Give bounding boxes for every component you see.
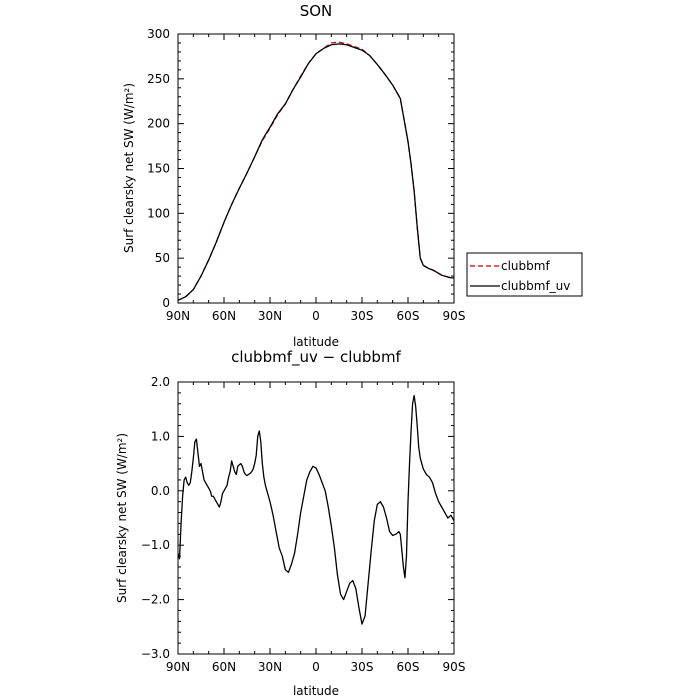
top-x-tick-label: 60S (397, 309, 420, 323)
top-y-axis-label: Surf clearsky net SW (W/m²) (122, 83, 136, 253)
bottom-plot-frame (177, 381, 455, 655)
legend-label-clubbmf: clubbmf (501, 259, 550, 273)
bottom-series-line-clubbmf-uv-clubbmf (177, 394, 455, 625)
top-x-tick-label: 90N (166, 309, 190, 323)
top-y-tick-label: 100 (147, 206, 170, 220)
top-series-line-clubbmf (177, 41, 454, 301)
bottom-y-tick-label: 2.0 (151, 375, 170, 389)
bottom-y-tick-label: 1.0 (151, 429, 170, 443)
bottom-y-tick-label: −1.0 (141, 538, 170, 552)
bottom-x-tick-label: 0 (312, 660, 320, 674)
top-y-tick-label: 50 (155, 251, 170, 265)
bottom-axis-ticks: 90N 60N 30N 0 30S 60S 90S −3.0 −2.0 −1.0 0.0 1.0 2.0 (141, 375, 466, 674)
top-x-tick-label: 30S (351, 309, 374, 323)
bottom-x-tick-label: 30S (351, 660, 374, 674)
top-plot-frame (177, 33, 455, 304)
top-axis-ticks: 90N 60N 30N 0 30S 60S 90S 0 50 100 150 200 250 300 (147, 27, 465, 323)
bottom-y-tick-label: −3.0 (141, 647, 170, 661)
bottom-x-tick-label: 60N (212, 660, 236, 674)
bottom-x-tick-label: 60S (397, 660, 420, 674)
bottom-x-tick-label: 30N (258, 660, 282, 674)
top-x-tick-label: 60N (212, 309, 236, 323)
top-x-tick-label: 0 (312, 309, 320, 323)
top-y-tick-label: 0 (162, 296, 170, 310)
top-chart-title: SON (300, 2, 333, 20)
top-y-tick-label: 150 (147, 162, 170, 176)
top-x-axis-label: latitude (293, 335, 339, 349)
top-y-tick-label: 300 (147, 27, 170, 41)
bottom-y-axis-label: Surf clearsky net SW (W/m²) (115, 433, 129, 603)
bottom-chart-title: clubbmf_uv − clubbmf (231, 348, 401, 367)
top-y-tick-label: 250 (147, 72, 170, 86)
top-y-tick-label: 200 (147, 117, 170, 131)
top-x-tick-label: 90S (443, 309, 466, 323)
top-panel: SON 90N 60N 30N 0 30S 60S 90S 0 50 100 150 200 250 30… (122, 2, 583, 349)
legend-box (466, 252, 583, 297)
bottom-x-tick-label: 90N (166, 660, 190, 674)
top-series-line-clubbmf-uv (177, 43, 454, 301)
bottom-y-tick-label: −2.0 (141, 593, 170, 607)
bottom-series-lines (177, 394, 455, 625)
top-series-lines (177, 41, 454, 301)
legend: clubbmf clubbmf_uv (466, 252, 583, 297)
bottom-y-tick-label: 0.0 (151, 484, 170, 498)
bottom-x-tick-label: 90S (443, 660, 466, 674)
legend-label-clubbmf-uv: clubbmf_uv (501, 279, 570, 293)
bottom-panel: clubbmf_uv − clubbmf 90N 60N 30N 0 30S 60S 90S… (115, 348, 465, 698)
top-x-tick-label: 30N (258, 309, 282, 323)
bottom-x-axis-label: latitude (293, 684, 339, 698)
